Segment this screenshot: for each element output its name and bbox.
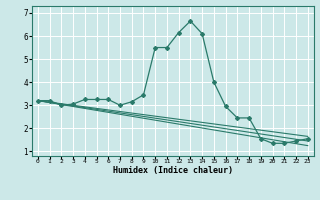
- X-axis label: Humidex (Indice chaleur): Humidex (Indice chaleur): [113, 166, 233, 175]
